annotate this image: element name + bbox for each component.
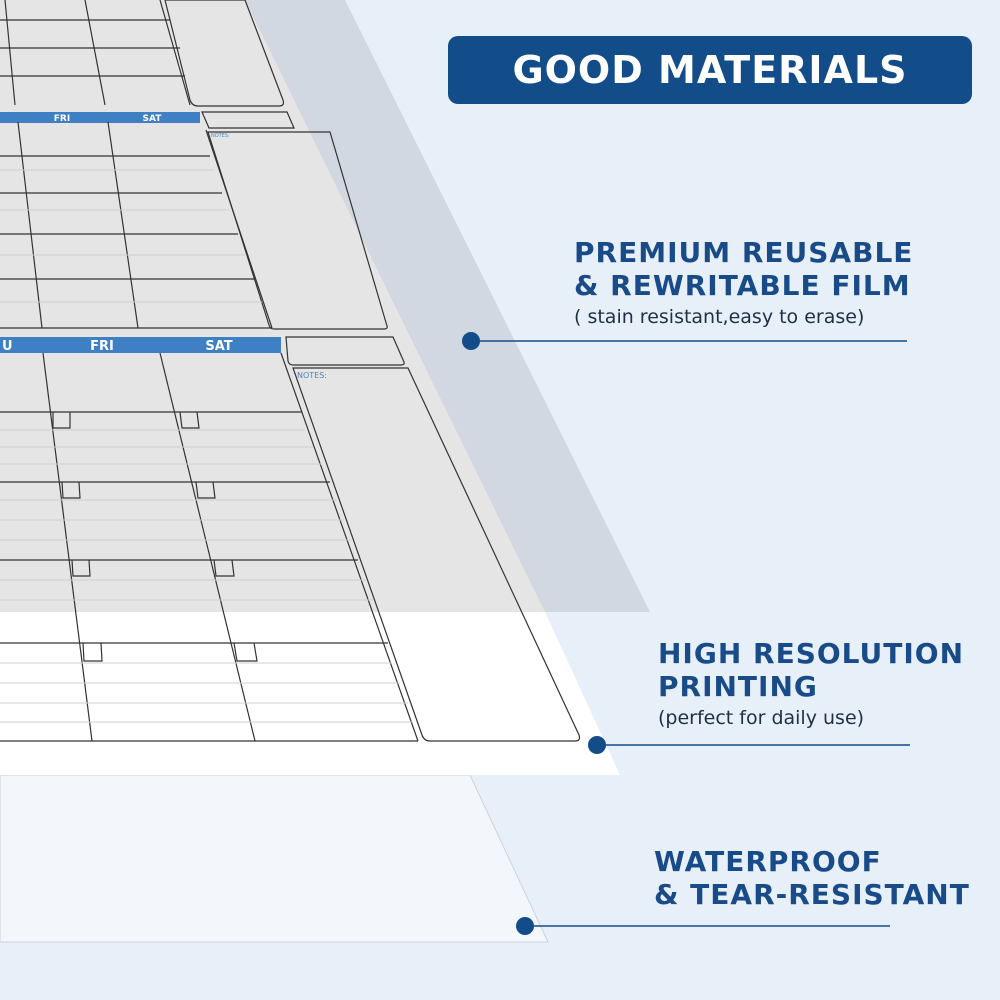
film-edge-band bbox=[245, 0, 650, 612]
top-header-sat: SAT bbox=[143, 114, 163, 124]
callout-dot-waterproof bbox=[516, 917, 534, 935]
feature-title-line2: & REWRITABLE FILM bbox=[574, 269, 911, 302]
bottom-layer-sheet bbox=[0, 774, 549, 943]
main-header-sat: SAT bbox=[205, 339, 232, 354]
main-header-fri: FRI bbox=[90, 339, 114, 354]
feature-premium-film: PREMIUM REUSABLE & REWRITABLE FILM ( sta… bbox=[574, 236, 913, 328]
top-notes-label: NOTES: bbox=[211, 133, 230, 139]
feature-waterproof: WATERPROOF & TEAR-RESISTANT bbox=[654, 845, 970, 911]
feature-title-line2: PRINTING bbox=[658, 670, 818, 703]
callout-pointers bbox=[462, 332, 910, 935]
printed-layer-sheet bbox=[0, 612, 620, 775]
feature-subtitle: ( stain resistant,easy to erase) bbox=[574, 306, 865, 328]
feature-title-line1: PREMIUM REUSABLE bbox=[574, 236, 914, 269]
main-header-thu: U bbox=[2, 339, 13, 354]
feature-title-line2: & TEAR-RESISTANT bbox=[654, 878, 970, 911]
callout-dot-printing bbox=[588, 736, 606, 754]
main-notes-label: NOTES: bbox=[297, 371, 327, 380]
feature-high-resolution: HIGH RESOLUTION PRINTING (perfect for da… bbox=[658, 637, 964, 729]
calendar-ruled-lines bbox=[0, 169, 413, 723]
feature-title-line1: WATERPROOF bbox=[654, 845, 882, 878]
feature-subtitle: (perfect for daily use) bbox=[658, 707, 865, 729]
banner-title: GOOD MATERIALS bbox=[512, 48, 908, 92]
callout-dot-film bbox=[462, 332, 480, 350]
calendar-grid bbox=[0, 0, 581, 742]
top-header-fri: FRI bbox=[54, 114, 70, 124]
feature-title-line1: HIGH RESOLUTION bbox=[658, 637, 965, 670]
good-materials-banner: GOOD MATERIALS bbox=[448, 36, 972, 104]
